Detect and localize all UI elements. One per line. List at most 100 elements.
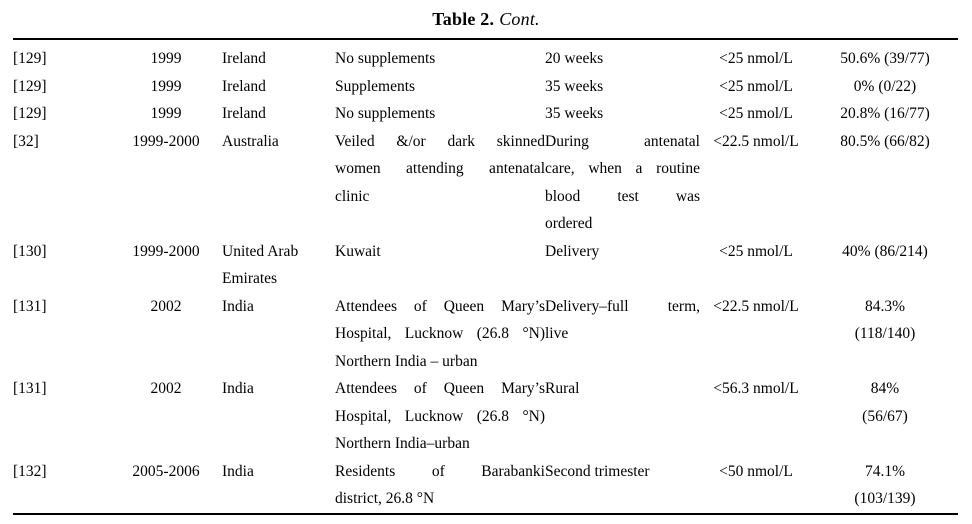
cell-line: India — [222, 297, 254, 315]
cell-line: 35 weeks — [545, 105, 604, 122]
cell-line: Residents of Barabanki — [335, 462, 545, 480]
cell-ref: [32] — [13, 128, 110, 238]
cell-year: 2002 — [110, 293, 222, 376]
cell-prevalence: 20.8% (16/77) — [812, 100, 958, 128]
cell-country: Australia — [222, 128, 335, 238]
cell-line: 40% (86/214) — [842, 242, 928, 260]
cell-year: 1999 — [110, 45, 222, 73]
cell-line: [129] — [13, 77, 47, 95]
cell-population: Residents of Barabanki district, 26.8 °N — [335, 458, 545, 513]
cell-line: Northern India – urban — [335, 352, 478, 370]
table-row: [131] 2002 India Attendees of Queen Mary’s H… — [13, 375, 958, 458]
cell-country: United Arab Emirates — [222, 238, 335, 293]
cell-timing: Delivery — [545, 238, 700, 293]
cell-ref: [129] — [13, 100, 110, 128]
cell-year: 1999-2000 — [110, 238, 222, 293]
cell-timing: Second trimester — [545, 458, 700, 513]
cell-line: Attendees of Queen Mary’s — [335, 380, 545, 397]
cell-line: [131] — [13, 297, 47, 315]
cell-line: <25 nmol/L — [719, 105, 793, 122]
cell-line: [129] — [13, 50, 47, 67]
cell-line: 84.3% — [864, 297, 906, 315]
cell-population: Kuwait — [335, 238, 545, 293]
cell-line: <22.5 nmol/L — [713, 132, 799, 150]
cell-line: <25 nmol/L — [719, 242, 793, 260]
cell-country: Ireland — [222, 45, 335, 73]
cell-line: 1999 — [150, 77, 182, 95]
cell-line: Second trimester — [545, 462, 650, 480]
cell-prevalence: 0% (0/22) — [812, 73, 958, 101]
cell-line: 74.1% — [864, 462, 906, 480]
top-rule — [13, 38, 958, 40]
cell-line: live — [545, 325, 569, 342]
cell-line: Hospital, Lucknow (26.8 °N) — [335, 407, 545, 425]
cell-ref: [130] — [13, 238, 110, 293]
cell-year: 1999 — [110, 100, 222, 128]
cell-country: India — [222, 293, 335, 376]
table-body: [129] 1999 Ireland No supplements 20 weeks <2… — [13, 45, 958, 513]
cell-ref: [129] — [13, 45, 110, 73]
cell-line: <50 nmol/L — [719, 462, 793, 480]
cell-prevalence: 74.1% (103/139) — [812, 458, 958, 513]
cell-country: Ireland — [222, 73, 335, 101]
table-row: [129] 1999 Ireland Supplements 35 weeks <25 n… — [13, 73, 958, 101]
table-row: [32] 1999-2000 Australia Veiled &/or dark s… — [13, 128, 958, 238]
table-row: [130] 1999-2000 United Arab Emirates Kuwait D… — [13, 238, 958, 293]
cell-line: 20 weeks — [545, 50, 604, 67]
cell-country: India — [222, 458, 335, 513]
cell-line: Kuwait — [335, 242, 381, 260]
cell-population: No supplements — [335, 100, 545, 128]
cell-ref: [129] — [13, 73, 110, 101]
cell-country: Ireland — [222, 100, 335, 128]
cell-line: 1999-2000 — [132, 242, 200, 260]
cell-year: 2005-2006 — [110, 458, 222, 513]
cell-line: Delivery — [545, 242, 600, 260]
table-title: Table 2. Cont. — [14, 0, 959, 38]
cell-threshold: <22.5 nmol/L — [700, 128, 812, 238]
cell-line: 1999 — [150, 105, 182, 122]
cell-prevalence: 50.6% (39/77) — [812, 45, 958, 73]
cell-line: 2005-2006 — [132, 462, 200, 480]
cell-line: <25 nmol/L — [719, 77, 793, 95]
cell-line: <56.3 nmol/L — [713, 380, 799, 397]
cell-line: No supplements — [335, 105, 436, 122]
cell-line: Ireland — [222, 77, 266, 95]
cell-line: 35 weeks — [545, 77, 604, 95]
cell-year: 1999-2000 — [110, 128, 222, 238]
table-row: [129] 1999 Ireland No supplements 20 weeks <2… — [13, 45, 958, 73]
table-row: [131] 2002 India Attendees of Queen Mary’s H… — [13, 293, 958, 376]
cell-line: blood test was — [545, 187, 700, 205]
cell-timing: 20 weeks — [545, 45, 700, 73]
cell-line: women attending antenatal — [335, 160, 545, 177]
cell-line: Hospital, Lucknow (26.8 °N) — [335, 325, 545, 342]
cell-line: district, 26.8 °N — [335, 490, 435, 507]
cell-line: Attendees of Queen Mary’s — [335, 297, 545, 315]
cell-threshold: <25 nmol/L — [700, 100, 812, 128]
cell-threshold: <50 nmol/L — [700, 458, 812, 513]
cell-year: 2002 — [110, 375, 222, 458]
cell-population: No supplements — [335, 45, 545, 73]
cell-timing: Rural — [545, 375, 700, 458]
cell-line: Australia — [222, 132, 279, 150]
cell-line: [32] — [13, 132, 39, 150]
cell-line: [129] — [13, 105, 47, 122]
cell-population: Supplements — [335, 73, 545, 101]
table-row: [129] 1999 Ireland No supplements 35 weeks <2… — [13, 100, 958, 128]
cell-timing: During antenatal care, when a routine bloo… — [545, 128, 700, 238]
cell-line: 84% — [870, 380, 900, 397]
cell-year: 1999 — [110, 73, 222, 101]
cell-country: India — [222, 375, 335, 458]
table-title-cont: Cont. — [499, 9, 540, 29]
cell-line: Emirates — [222, 270, 278, 287]
cell-prevalence: 40% (86/214) — [812, 238, 958, 293]
cell-line: Delivery–full term, — [545, 297, 700, 315]
cell-population: Attendees of Queen Mary’s Hospital, Luckn… — [335, 375, 545, 458]
cell-ref: [131] — [13, 375, 110, 458]
cell-line: Ireland — [222, 105, 266, 122]
cell-line: No supplements — [335, 50, 436, 67]
cell-line: <25 nmol/L — [719, 50, 793, 67]
cell-line: Northern India–urban — [335, 435, 470, 452]
cell-ref: [132] — [13, 458, 110, 513]
cell-prevalence: 84.3% (118/140) — [812, 293, 958, 376]
